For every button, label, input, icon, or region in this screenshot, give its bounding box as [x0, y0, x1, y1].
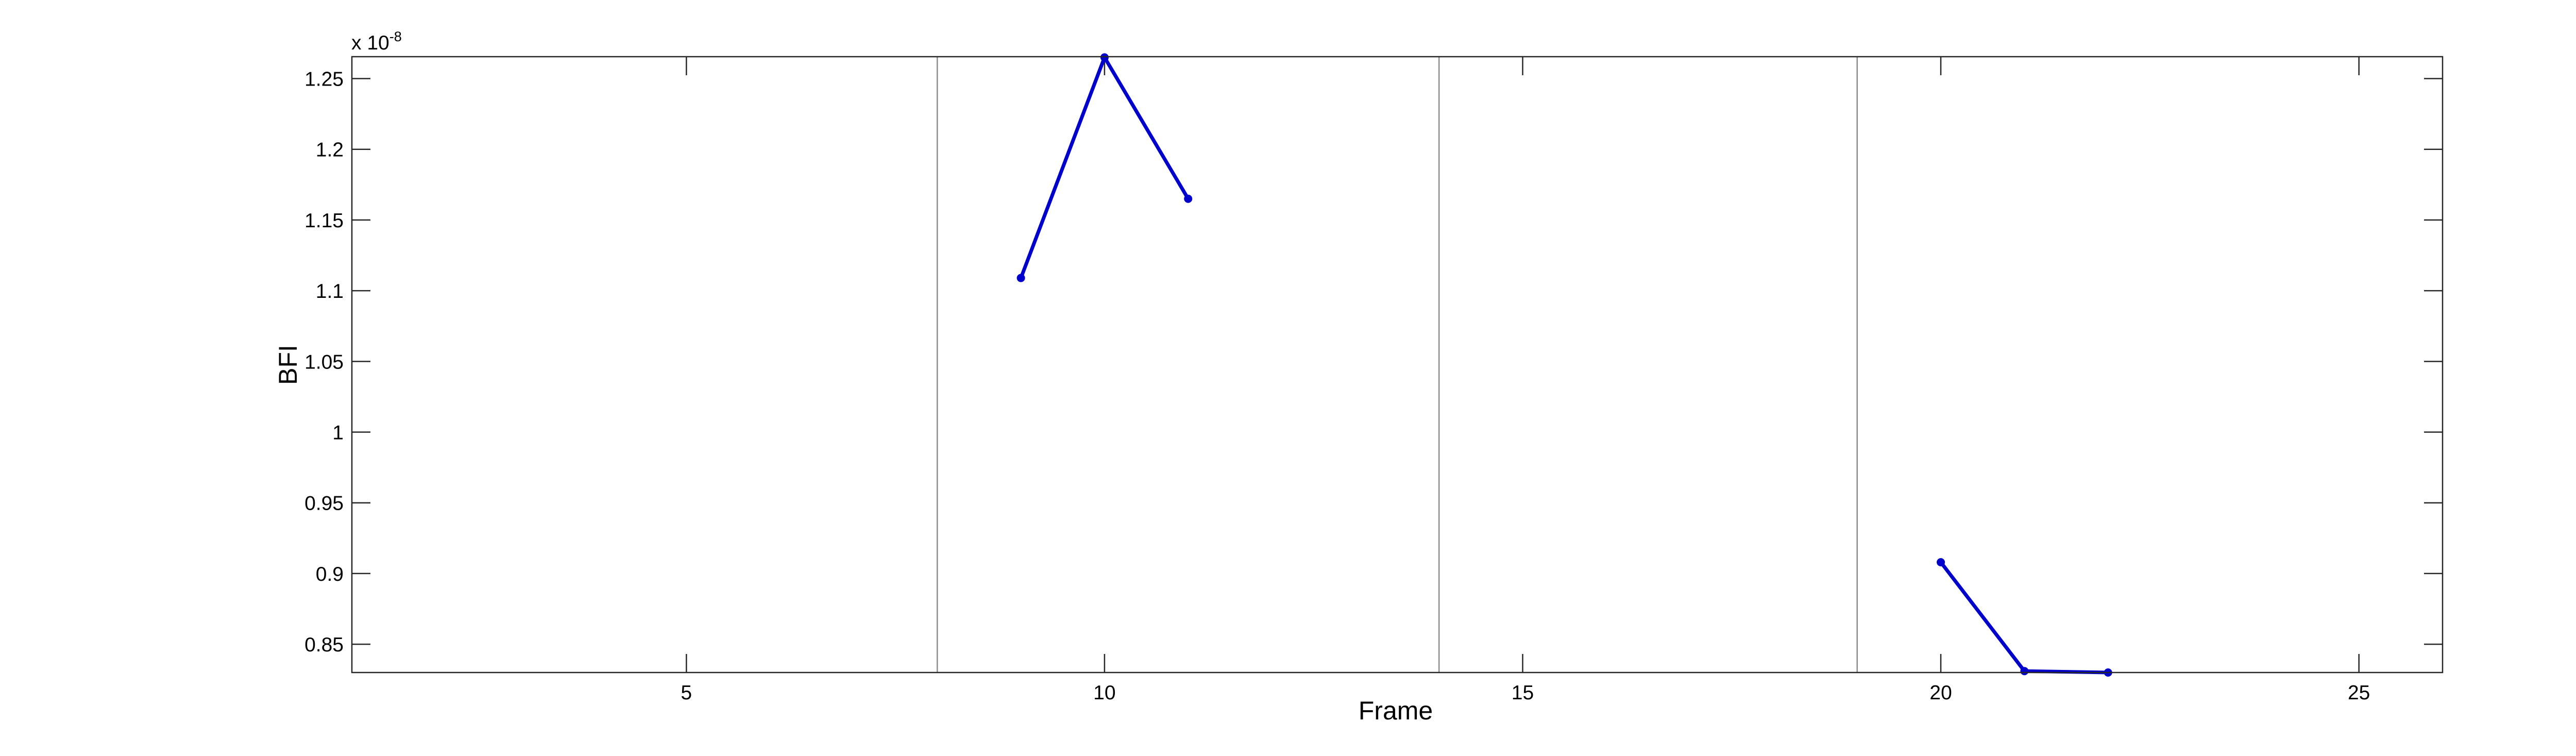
axis-ticks: [352, 57, 2443, 673]
data-point-1-0: [1937, 558, 1945, 566]
x-tick-label-1: 10: [1093, 682, 1115, 704]
y-tick-label-6: 1.15: [304, 210, 344, 232]
x-axis-label: Frame: [1359, 696, 1433, 725]
y-tick-label-2: 0.95: [304, 493, 344, 515]
vertical-reference-lines: [936, 57, 1858, 673]
y-exponent-power: -8: [389, 29, 402, 44]
x-tick-label-2: 15: [1512, 682, 1534, 704]
series-lines: [1016, 53, 2112, 677]
data-point-0-2: [1184, 194, 1193, 203]
y-tick-label-0: 0.85: [304, 634, 344, 656]
x-tick-label-3: 20: [1929, 682, 1952, 704]
y-tick-label-4: 1.05: [304, 351, 344, 373]
y-tick-label-1: 0.9: [316, 563, 344, 585]
y-exponent-prefix: x 10: [351, 32, 389, 54]
x-tick-label-0: 5: [681, 682, 692, 704]
y-tick-label-3: 1: [332, 422, 344, 444]
y-tick-label-7: 1.2: [316, 139, 344, 161]
x-tick-label-4: 25: [2348, 682, 2370, 704]
x-tick-labels: 5 10 15 20 25: [681, 682, 2370, 704]
series-0-segment-0: [1019, 55, 1190, 280]
y-tick-labels: 0.85 0.9 0.95 1 1.05 1.1 1.15 1.2 1.25: [304, 69, 344, 657]
series-0-segment-1: [1939, 560, 2110, 675]
data-point-1-1: [2020, 667, 2029, 676]
y-axis-label: BFI: [274, 345, 302, 385]
data-point-0-1: [1100, 53, 1109, 62]
plot-area-frame: [351, 56, 2444, 674]
data-point-0-0: [1016, 274, 1025, 282]
y-exponent-label: x 10-8: [351, 29, 402, 54]
y-tick-label-5: 1.1: [316, 280, 344, 303]
y-tick-label-8: 1.25: [304, 69, 344, 91]
